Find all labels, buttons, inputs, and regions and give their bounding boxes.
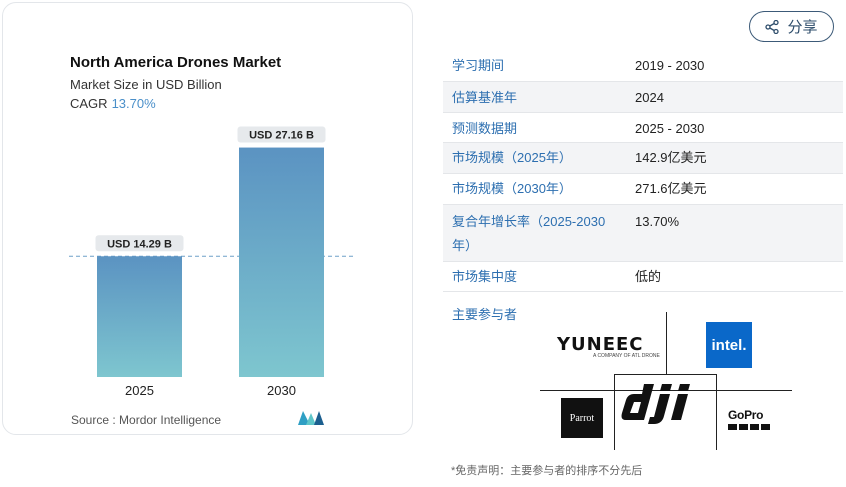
info-value: 271.6亿美元 (635, 181, 707, 196)
info-row-market-size-2030: 市场规模（2030年） 271.6亿美元 (443, 174, 843, 205)
info-row-market-size-2025: 市场规模（2025年） 142.9亿美元 (443, 143, 843, 174)
share-label: 分享 (787, 19, 818, 36)
source-text: Source : Mordor Intelligence (71, 413, 222, 427)
info-row-forecast-period: 预测数据期 2025 - 2030 (443, 113, 843, 143)
info-key: 市场规模（2025年） (452, 150, 572, 165)
grid-line-box-top (614, 374, 717, 375)
chart-subtitle: Market Size in USD Billion (70, 77, 222, 92)
grid-line-box-right (716, 374, 717, 450)
yuneec-wordmark: YUNEEC (557, 334, 644, 355)
yuneec-tagline: A COMPANY OF ATL DRONE (593, 353, 660, 359)
info-value: 142.9亿美元 (635, 150, 707, 165)
gopro-wordmark: GoPro (728, 408, 764, 422)
bar-2030 (239, 147, 324, 377)
info-key: 市场集中度 (452, 269, 518, 284)
info-key: 学习期间 (452, 58, 505, 73)
dji-logo (621, 384, 690, 424)
info-value: 2025 - 2030 (635, 121, 705, 136)
info-key: 预测数据期 (452, 121, 518, 136)
yuneec-logo: YUNEEC A COMPANY OF ATL DRONE (557, 334, 660, 359)
x-tick-label-2025: 2025 (125, 383, 154, 398)
info-value: 13.70% (635, 214, 680, 229)
key-players-label: 主要参与者 (452, 307, 518, 322)
grid-line-vertical-top (666, 312, 667, 374)
info-key: 估算基准年 (452, 90, 518, 105)
gopro-blocks-icon (728, 424, 770, 430)
chart-title: North America Drones Market (70, 54, 282, 71)
data-label-bg-2025 (95, 235, 184, 252)
info-row-concentration: 市场集中度 低的 (443, 262, 843, 292)
info-row-study-period: 学习期间 2019 - 2030 (443, 50, 843, 82)
info-key: 市场规模（2030年） (452, 181, 572, 196)
disclaimer-text: *免责声明：主要参与者的排序不分先后 (451, 465, 643, 477)
parrot-logo: Parrot (561, 398, 603, 438)
grid-line-box-left (614, 374, 615, 450)
market-info-table: 学习期间 2019 - 2030 估算基准年 2024 预测数据期 2025 -… (443, 50, 843, 292)
cagr-label: CAGR (70, 96, 108, 111)
share-button[interactable]: 分享 (749, 11, 834, 42)
info-row-base-year: 估算基准年 2024 (443, 82, 843, 113)
mordor-logo-icon (298, 411, 324, 425)
info-value: 低的 (635, 269, 662, 284)
cagr-line: CAGR 13.70% (70, 96, 156, 111)
info-key-line2: 年） (452, 238, 479, 253)
bar-2025 (97, 256, 182, 377)
x-tick-label-2030: 2030 (267, 383, 296, 398)
data-label-bg-2030 (237, 126, 326, 143)
info-row-cagr: 复合年增长率（2025-2030 年） 13.70% (443, 205, 843, 262)
info-value: 2019 - 2030 (635, 58, 705, 73)
bar-chart: USD 14.29 B 2025 USD 27.16 B 2030 (69, 126, 355, 398)
info-value: 2024 (635, 90, 664, 105)
data-label-2025: USD 14.29 B (107, 238, 172, 250)
cagr-value: 13.70% (111, 96, 156, 111)
share-icon (765, 19, 780, 34)
info-key-line1: 复合年增长率（2025-2030 (452, 214, 606, 229)
intel-logo: intel. (706, 322, 752, 368)
gopro-logo: GoPro (728, 408, 770, 430)
data-label-2030: USD 27.16 B (249, 130, 314, 142)
chart-card: USD 14.29 B 2025 USD 27.16 B 2030 North Ame… (2, 2, 413, 435)
